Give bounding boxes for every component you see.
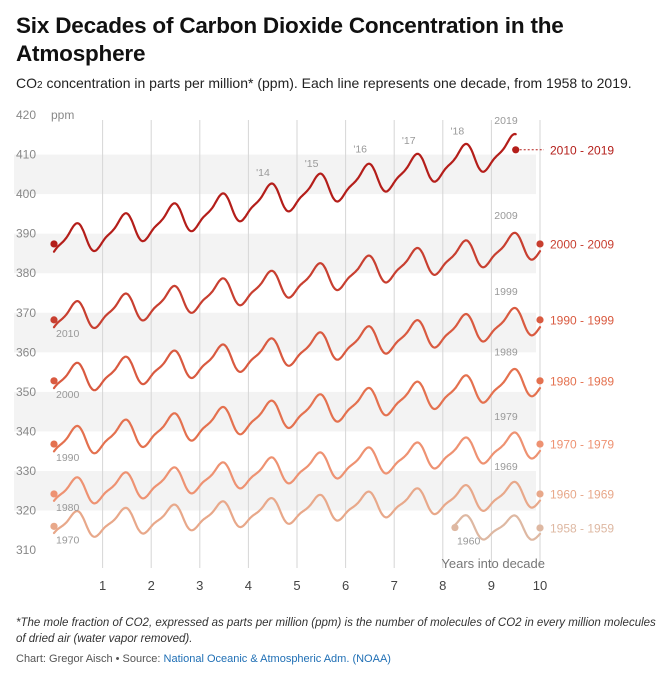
y-tick-label: 410 xyxy=(16,148,36,162)
grid-band xyxy=(14,470,536,511)
series-name-label: 1970 - 1979 xyxy=(550,438,614,452)
decade-end-year-label: 2009 xyxy=(494,210,518,222)
x-tick-label: 8 xyxy=(439,578,446,593)
y-tick-label: 380 xyxy=(16,266,36,280)
x-tick-label: 9 xyxy=(488,578,495,593)
series-line xyxy=(52,306,542,392)
series-line xyxy=(52,367,542,455)
decade-start-label: 1970 xyxy=(56,534,80,546)
y-tick-label: 420 xyxy=(16,108,36,122)
year-annotation: '17 xyxy=(402,135,416,147)
credit-prefix: Chart: Gregor Aisch • Source: xyxy=(16,653,164,665)
chart-title: Six Decades of Carbon Dioxide Concentrat… xyxy=(16,13,564,66)
series-name-label: 1960 - 1969 xyxy=(550,487,614,501)
x-tick-label: 3 xyxy=(196,578,203,593)
series-end-dot xyxy=(536,490,544,498)
grid-band xyxy=(14,154,536,195)
x-tick-label: 1 xyxy=(99,578,106,593)
x-tick-label: 6 xyxy=(342,578,349,593)
series-name-label: 2010 - 2019 xyxy=(550,143,614,157)
grid-band xyxy=(14,391,536,432)
grid-band xyxy=(14,312,536,353)
series-end-dot xyxy=(536,316,544,324)
y-tick-label: 310 xyxy=(16,543,36,557)
x-tick-label: 7 xyxy=(391,578,398,593)
series-start-dot xyxy=(50,240,58,248)
series-start-dot xyxy=(50,377,58,385)
series-name-label: 1980 - 1989 xyxy=(550,374,614,388)
chart-subtitle: CO2 concentration in parts per million* … xyxy=(16,74,656,95)
x-tick-label: 10 xyxy=(533,578,547,593)
year-annotation: '15 xyxy=(305,158,319,170)
x-tick-label: 4 xyxy=(245,578,252,593)
decade-start-label: 1960 xyxy=(457,536,481,548)
y-tick-label: 340 xyxy=(16,424,36,438)
source-link[interactable]: National Oceanic & Atmospheric Adm. (NOA… xyxy=(163,653,391,665)
subtitle-text-start: CO xyxy=(16,75,37,91)
decade-end-year-label: 2019 xyxy=(494,115,518,127)
y-tick-label: 320 xyxy=(16,504,36,518)
x-tick-label: 5 xyxy=(293,578,300,593)
series-end-dot xyxy=(536,440,544,448)
series-end-dot xyxy=(536,240,544,248)
grid-band xyxy=(14,233,536,274)
decade-end-year-label: 1999 xyxy=(494,286,518,298)
x-axis-label: Years into decade xyxy=(441,556,545,571)
series-start-dot xyxy=(50,522,58,530)
y-tick-label: 330 xyxy=(16,464,36,478)
subtitle-text-end: concentration in parts per million* (ppm… xyxy=(42,75,632,91)
decade-start-label: 1980 xyxy=(56,502,80,514)
decade-start-label: 1990 xyxy=(56,452,80,464)
x-tick-label: 2 xyxy=(148,578,155,593)
decade-end-year-label: 1979 xyxy=(494,411,518,423)
y-tick-label: 370 xyxy=(16,306,36,320)
series-line xyxy=(52,231,542,330)
year-annotation: '18 xyxy=(451,126,465,138)
y-axis-label: ppm xyxy=(51,108,74,122)
credit-line: Chart: Gregor Aisch • Source: National O… xyxy=(16,653,656,665)
series-end-dot xyxy=(536,377,544,385)
series-end-dot xyxy=(512,146,520,154)
y-tick-label: 390 xyxy=(16,227,36,241)
series-start-dot xyxy=(451,523,459,532)
series-start-dot xyxy=(50,316,58,324)
series-name-label: 1958 - 1959 xyxy=(550,521,614,535)
y-tick-label: 400 xyxy=(16,187,36,201)
year-annotation: '14 xyxy=(256,167,270,179)
series-line xyxy=(52,480,542,538)
series-start-dot xyxy=(50,440,58,448)
y-tick-label: 350 xyxy=(16,385,36,399)
series-name-label: 1990 - 1999 xyxy=(550,313,614,327)
y-tick-label: 360 xyxy=(16,345,36,359)
series-start-dot xyxy=(50,490,58,498)
series-end-dot xyxy=(536,524,544,532)
decade-start-label: 2010 xyxy=(56,328,80,340)
year-annotation: '16 xyxy=(353,143,367,155)
series-name-label: 2000 - 2009 xyxy=(550,237,614,251)
decade-end-year-label: 1969 xyxy=(494,461,518,473)
series-line xyxy=(52,431,542,505)
subtitle-subscript: 2 xyxy=(37,80,43,91)
series-line xyxy=(453,514,542,541)
decade-end-year-label: 1989 xyxy=(494,347,518,359)
footnote: *The mole fraction of CO2, expressed as … xyxy=(16,617,656,645)
decade-start-label: 2000 xyxy=(56,389,80,401)
series-line xyxy=(52,132,517,253)
